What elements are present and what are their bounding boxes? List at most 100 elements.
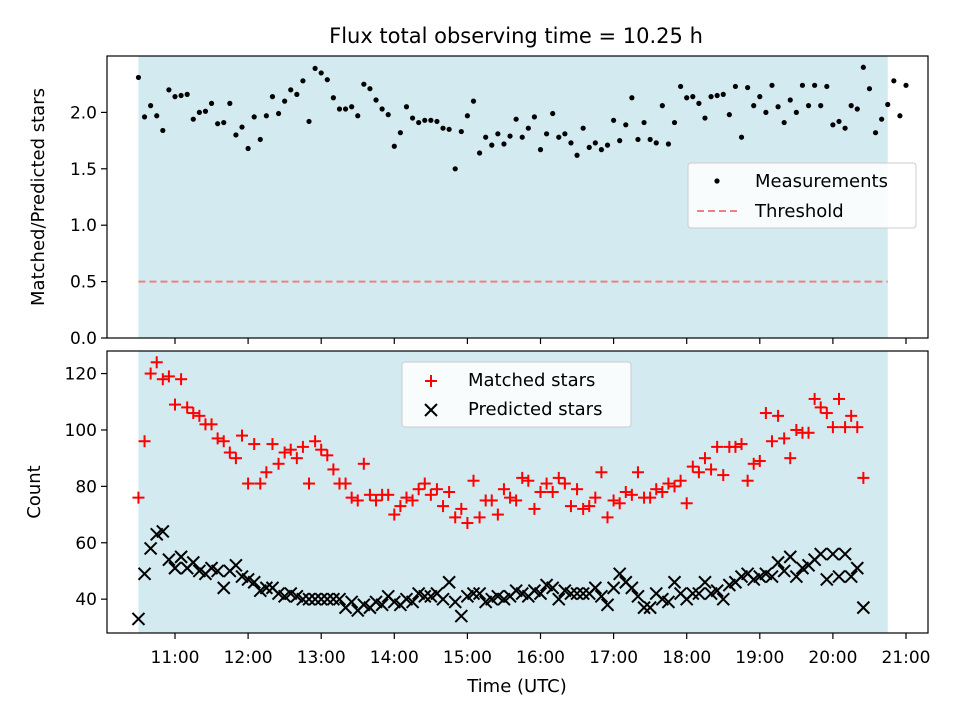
- matched-stars-point: [851, 421, 864, 434]
- matched-stars-point: [619, 486, 632, 498]
- measurement-point: [696, 100, 702, 106]
- predicted-stars-point: [405, 595, 420, 609]
- measurement-point: [745, 84, 751, 91]
- matched-stars-point: [784, 452, 797, 465]
- measurement-point: [489, 142, 495, 148]
- matched-stars-point: [759, 407, 772, 420]
- matched-stars-point: [729, 440, 742, 453]
- matched-stars-point: [193, 409, 206, 422]
- legend-matched-label: Matched stars: [468, 370, 595, 391]
- matched-stars-point: [394, 500, 407, 513]
- predicted-stars-point: [771, 555, 785, 570]
- measurement-point: [233, 132, 239, 138]
- predicted-stars-point: [698, 575, 712, 589]
- chart-title: Flux total observing time = 10.25 h: [329, 24, 703, 48]
- measurement-point: [568, 140, 574, 146]
- matched-stars-point: [254, 477, 267, 490]
- matched-stars-point: [388, 508, 401, 521]
- measurement-point: [245, 145, 251, 152]
- measurement-point: [208, 100, 215, 106]
- matched-stars-point: [162, 370, 175, 383]
- matched-stars-point: [437, 500, 450, 513]
- measurement-point: [763, 109, 769, 115]
- measurement-point: [537, 147, 544, 153]
- bottom-y-tick-label: 80: [75, 477, 97, 497]
- matched-stars-point: [175, 373, 188, 386]
- measurement-point: [269, 94, 276, 100]
- measurement-point: [355, 113, 361, 119]
- matched-stars-point: [321, 449, 334, 462]
- measurement-point: [848, 103, 854, 109]
- matched-stars-point: [290, 452, 303, 465]
- matched-stars-point: [315, 443, 328, 456]
- measurement-point: [239, 124, 245, 130]
- predicted-stars-point: [692, 586, 706, 601]
- matched-stars-point: [363, 488, 376, 501]
- matched-stars-point: [412, 483, 425, 496]
- matched-stars-point: [577, 502, 590, 515]
- measurement-point: [550, 110, 556, 117]
- matched-stars-point: [808, 392, 821, 405]
- predicted-stars-point: [137, 567, 152, 581]
- measurement-point: [306, 118, 312, 125]
- matched-stars-point: [181, 401, 194, 414]
- top-legend-box: [687, 162, 917, 229]
- predicted-stars-point: [259, 581, 274, 595]
- predicted-stars-point: [168, 561, 182, 575]
- matched-stars-point: [217, 435, 230, 448]
- matched-stars-point: [625, 488, 638, 501]
- measurement-point: [416, 119, 422, 126]
- measurement-point: [604, 142, 611, 148]
- measurement-point: [781, 119, 787, 126]
- predicted-stars-point: [247, 575, 261, 589]
- predicted-stars-point: [716, 592, 730, 606]
- top-legend: Measurements Threshold: [687, 162, 917, 229]
- predicted-stars-point: [344, 595, 359, 609]
- bottom-data-layer: [131, 356, 871, 626]
- predicted-stars-point: [552, 592, 566, 606]
- measurement-point: [501, 141, 507, 147]
- matched-stars-point: [187, 407, 200, 420]
- bottom-y-tick-label: 120: [65, 365, 97, 385]
- x-tick-label: 15:00: [443, 648, 492, 668]
- matched-stars-point: [607, 494, 620, 507]
- matched-stars-point: [309, 435, 322, 448]
- measurement-point: [671, 119, 678, 126]
- predicted-stars-point: [418, 589, 432, 604]
- predicted-stars-point: [326, 592, 341, 606]
- measurement-point: [190, 116, 196, 122]
- predicted-stars-point: [606, 581, 621, 595]
- predicted-stars-point: [143, 541, 158, 556]
- matched-stars-point: [345, 491, 358, 504]
- matched-stars-point: [717, 469, 730, 482]
- matched-stars-point: [424, 488, 437, 501]
- measurement-point: [592, 140, 598, 146]
- measurement-point: [166, 87, 172, 93]
- measurement-point: [879, 116, 885, 122]
- measurement-point: [629, 95, 635, 101]
- matched-stars-point: [705, 463, 718, 476]
- matched-stars-point: [449, 511, 462, 524]
- bottom-axes-frame: [106, 350, 929, 634]
- measurement-point: [452, 166, 458, 172]
- matched-stars-point: [765, 435, 778, 448]
- x-tick-label: 13:00: [297, 648, 346, 668]
- measurement-point: [659, 103, 665, 109]
- matched-stars-point: [546, 486, 559, 498]
- matched-stars-point: [558, 477, 571, 490]
- measurement-point: [885, 101, 891, 108]
- measurement-point: [251, 114, 257, 120]
- matched-stars-point: [485, 494, 498, 507]
- matched-stars-point: [229, 452, 242, 465]
- top-panel: 0.00.51.01.52.0 Matched/Predicted stars …: [28, 55, 929, 349]
- measurement-point: [653, 140, 659, 146]
- predicted-stars-point: [820, 572, 834, 587]
- matched-stars-point: [236, 429, 249, 442]
- measurement-point: [294, 91, 300, 97]
- matched-stars-point: [272, 457, 285, 470]
- predicted-stars-point: [186, 555, 200, 570]
- x-tick-label: 21:00: [882, 648, 931, 668]
- top-y-tick-label: 0.0: [70, 329, 97, 349]
- measurement-point: [799, 82, 806, 88]
- matched-stars-point: [778, 432, 791, 445]
